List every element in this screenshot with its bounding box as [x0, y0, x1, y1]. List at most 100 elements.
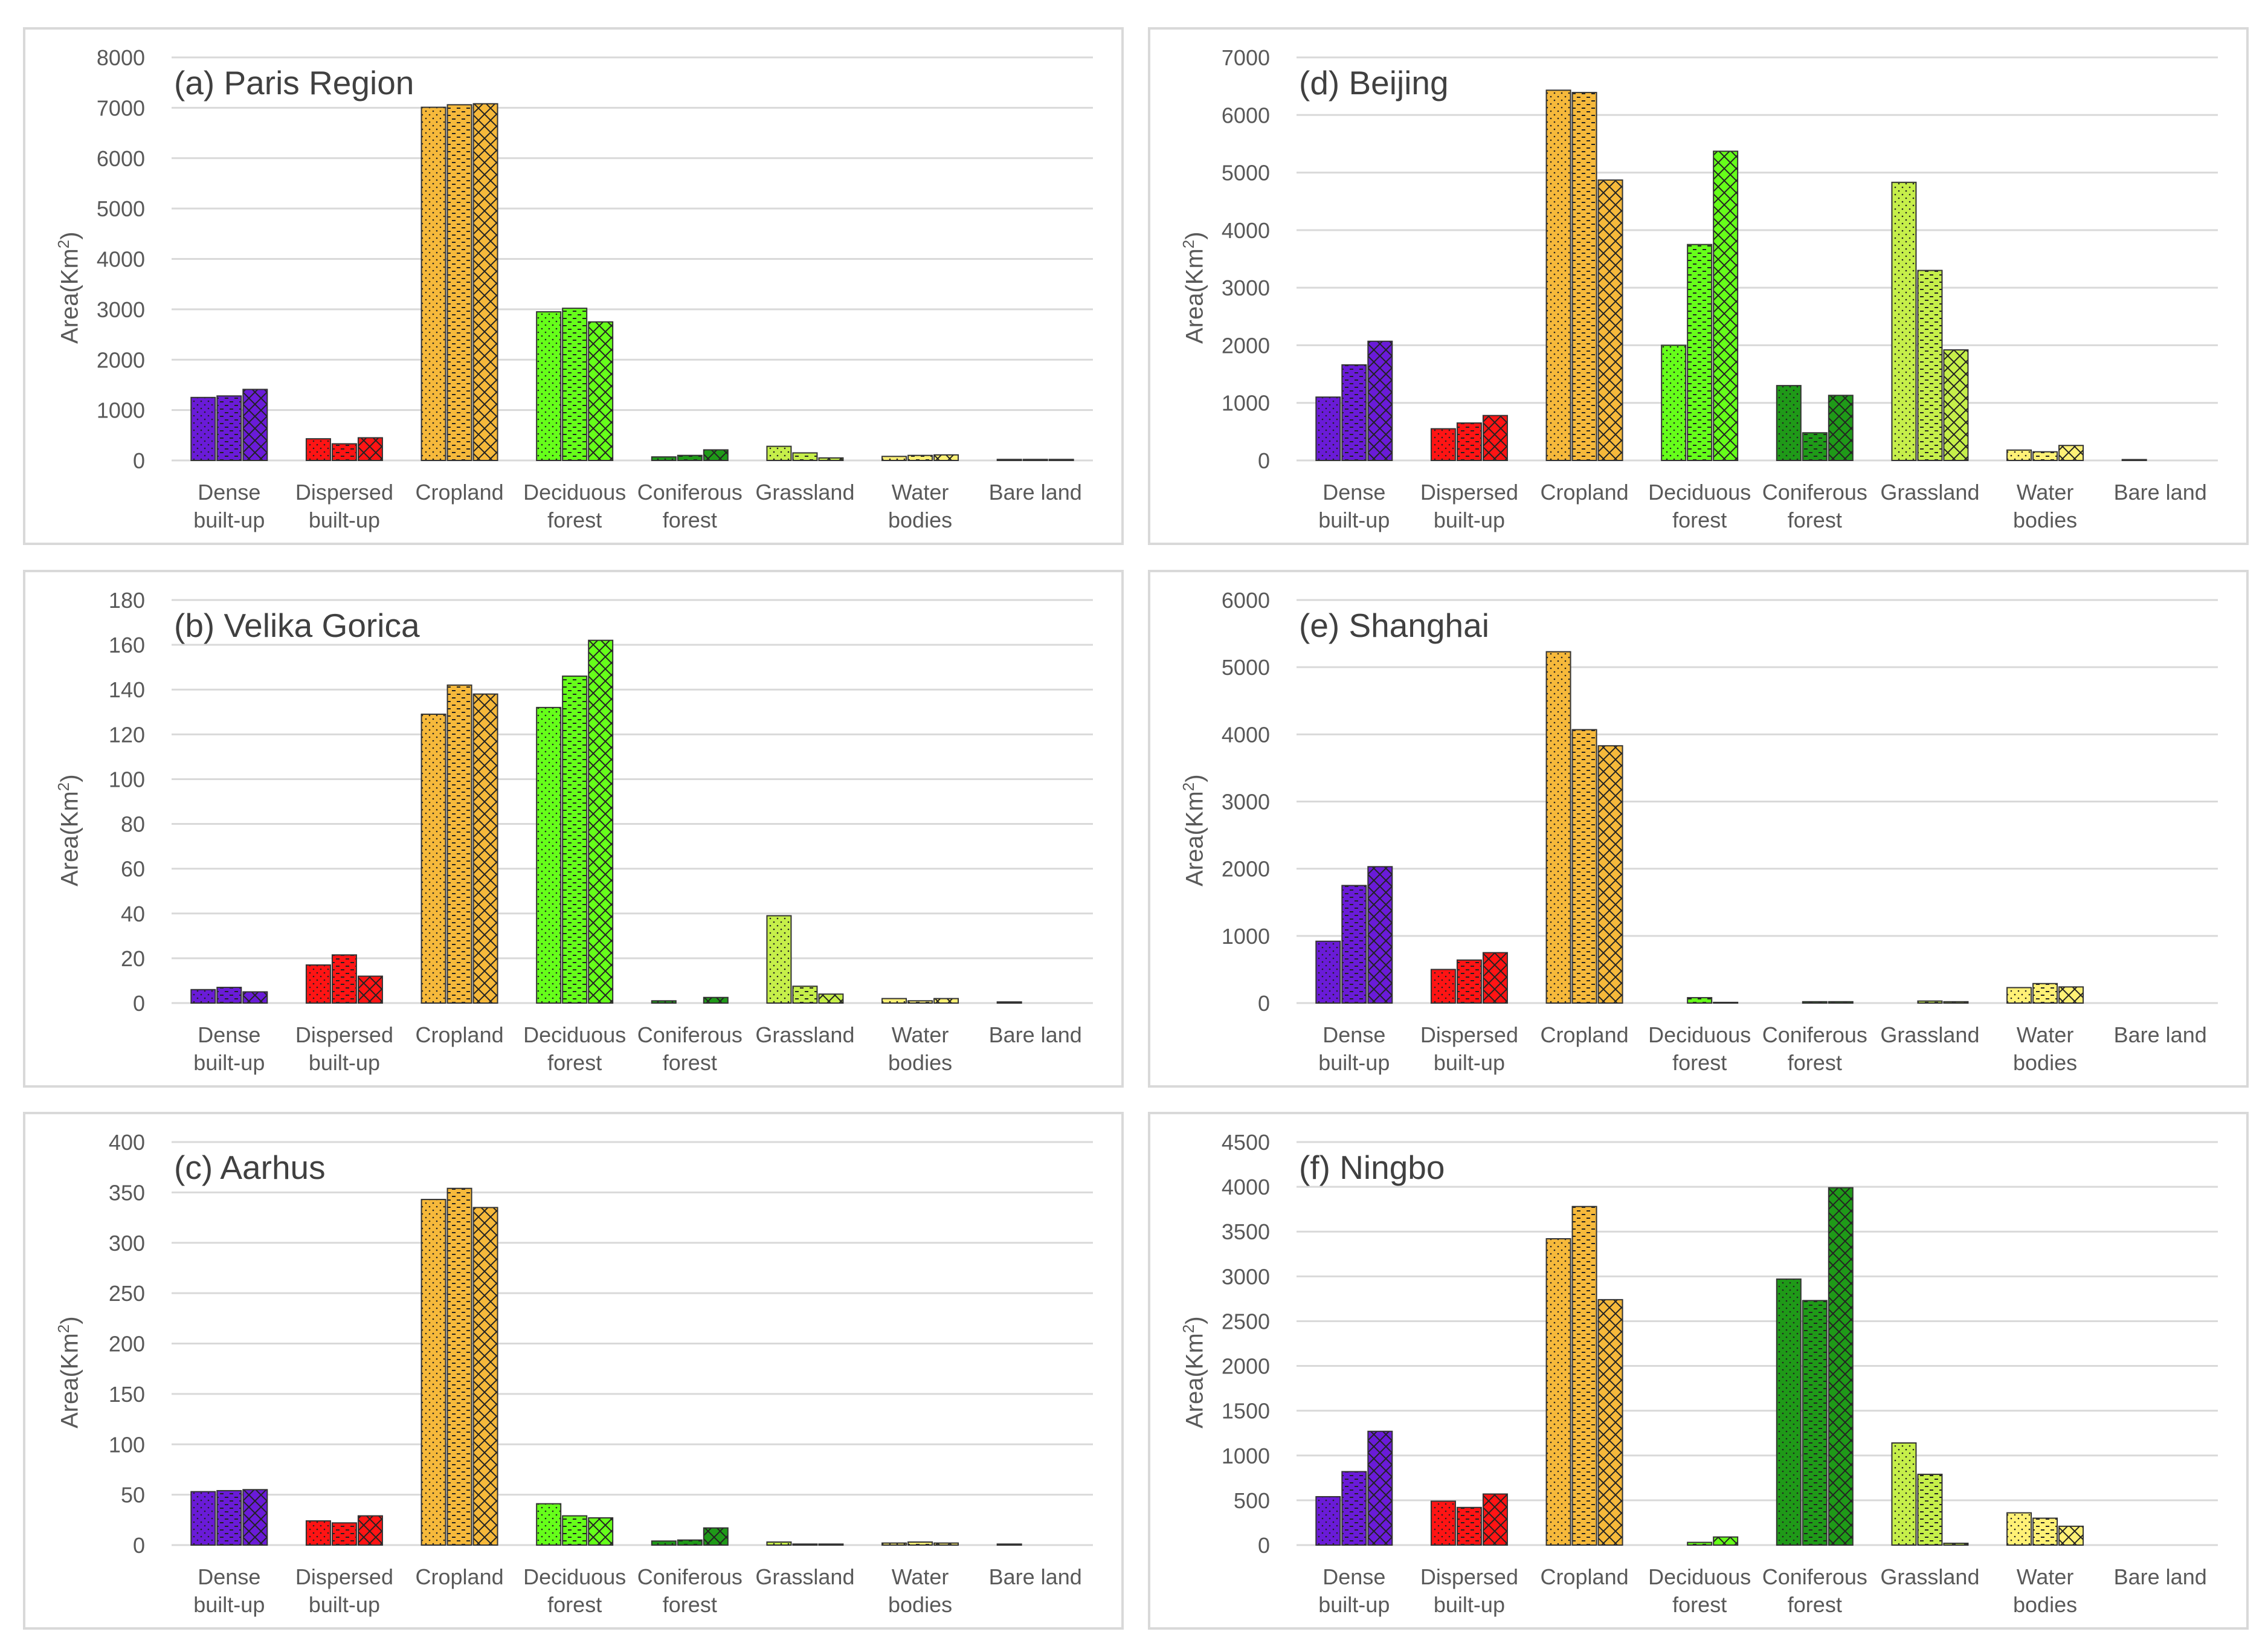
chart-panel-velika-gorica: 0 20 40 60 80 100 120 140 160 180 Dense built-up Dis…: [23, 570, 1124, 1088]
bar: [1456, 422, 1482, 461]
x-tick-label: built-up: [1434, 1592, 1505, 1617]
x-tick-label: Coniferous: [1762, 480, 1867, 505]
bar: [357, 1515, 383, 1546]
x-tick-label: Grassland: [755, 1564, 854, 1589]
y-tick-label: 150: [109, 1382, 145, 1407]
y-tick-label: 2000: [1222, 333, 1270, 358]
y-tick-label: 100: [109, 1432, 145, 1457]
y-tick-label: 0: [133, 991, 145, 1016]
x-tick-label: Cropland: [416, 480, 504, 505]
bar: [677, 1539, 703, 1546]
bar: [2006, 449, 2032, 461]
y-tick-label: 350: [109, 1180, 145, 1205]
x-tick-label: Water: [2017, 480, 2074, 505]
bar: [2032, 983, 2058, 1004]
bar: [472, 103, 498, 461]
bar: [1430, 1500, 1456, 1546]
y-tick-label: 2000: [1222, 857, 1270, 882]
x-tick-label: Bare land: [2114, 1022, 2207, 1047]
bar: [651, 456, 677, 462]
bar: [1430, 428, 1456, 461]
bar: [305, 438, 331, 461]
bar: [536, 311, 562, 462]
bar: [1828, 1187, 1854, 1546]
bar: [703, 996, 729, 1004]
bar: [305, 964, 331, 1004]
x-tick-label: Dispersed: [1420, 1564, 1518, 1589]
bar: [242, 389, 268, 461]
y-tick-label: 7000: [97, 95, 145, 120]
bar: [446, 1187, 472, 1546]
bar: [1315, 940, 1341, 1004]
bar: [1315, 396, 1341, 462]
x-tick-label: Dense: [198, 1022, 260, 1047]
bar: [1917, 1000, 1943, 1004]
y-axis-title: Area(Km2): [54, 774, 83, 886]
bar: [1943, 1543, 1969, 1546]
bar: [651, 1000, 677, 1004]
x-tick-label: built-up: [309, 1592, 380, 1617]
x-tick-label: forest: [663, 1592, 717, 1617]
y-tick-label: 4000: [1222, 1175, 1270, 1199]
y-axis-title: Area(Km2): [1179, 1316, 1208, 1428]
y-tick-label: 300: [109, 1231, 145, 1256]
bar: [1597, 1299, 1623, 1546]
x-tick-label: Dispersed: [295, 1022, 393, 1047]
bar: [588, 639, 614, 1004]
y-tick-label: 160: [109, 633, 145, 657]
x-tick-label: forest: [663, 508, 717, 532]
x-tick-label: forest: [1672, 1050, 1727, 1075]
bar: [881, 998, 907, 1004]
bar: [766, 915, 792, 1004]
bar: [1687, 244, 1713, 461]
bar: [1802, 1001, 1828, 1004]
x-tick-label: Water: [2017, 1022, 2074, 1047]
x-tick-label: bodies: [888, 508, 952, 532]
y-tick-label: 5000: [1222, 655, 1270, 680]
x-tick-label: Coniferous: [1762, 1022, 1867, 1047]
bar: [2058, 445, 2084, 461]
bar: [562, 308, 588, 461]
bar: [651, 1540, 677, 1546]
x-tick-label: Grassland: [1880, 1564, 1979, 1589]
bar: [703, 1527, 729, 1546]
x-tick-label: Water: [892, 1022, 949, 1047]
x-tick-label: Dispersed: [1420, 1022, 1518, 1047]
y-tick-label: 5000: [97, 196, 145, 221]
bar: [1545, 651, 1571, 1004]
y-tick-label: 8000: [97, 45, 145, 70]
x-tick-label: forest: [663, 1050, 717, 1075]
x-tick-label: Dense: [1322, 1564, 1385, 1589]
x-tick-label: built-up: [1318, 1050, 1390, 1075]
chart-panel-shanghai: 0 1000 2000 3000 4000 5000 6000 Dense built-up Di…: [1148, 570, 2249, 1088]
chart-panel-paris-region: 0 1000 2000 3000 4000 5000 6000 7000 8000 Dense bu…: [23, 27, 1124, 545]
bar: [792, 986, 818, 1004]
bar: [1545, 1238, 1571, 1546]
bar: [1891, 181, 1917, 462]
bar: [331, 1522, 357, 1546]
x-tick-label: Coniferous: [1762, 1564, 1867, 1589]
bar: [1828, 395, 1854, 462]
bar: [792, 1543, 818, 1546]
bar: [1367, 866, 1393, 1004]
bar: [1687, 997, 1713, 1004]
bar: [1482, 1493, 1508, 1546]
x-tick-label: bodies: [2013, 1592, 2077, 1617]
chart-panel-ningbo: 0 500 1000 1500 2000 2500 3000 3500 4000 4500 Dens…: [1148, 1112, 2249, 1630]
y-tick-label: 3000: [1222, 790, 1270, 815]
bar: [190, 396, 216, 461]
bar: [216, 987, 242, 1004]
y-tick-label: 400: [109, 1130, 145, 1155]
x-tick-label: Water: [892, 480, 949, 505]
x-tick-label: built-up: [193, 1050, 265, 1075]
bar: [1713, 1536, 1739, 1546]
bar: [1891, 1442, 1917, 1546]
bar: [2058, 986, 2084, 1004]
chart-title-aarhus: (c) Aarhus: [174, 1149, 326, 1186]
y-tick-label: 200: [109, 1332, 145, 1357]
bar: [1713, 150, 1739, 462]
bar: [357, 975, 383, 1004]
x-tick-label: built-up: [1434, 1050, 1505, 1075]
bar: [1315, 1496, 1341, 1546]
x-tick-label: Grassland: [755, 1022, 854, 1047]
